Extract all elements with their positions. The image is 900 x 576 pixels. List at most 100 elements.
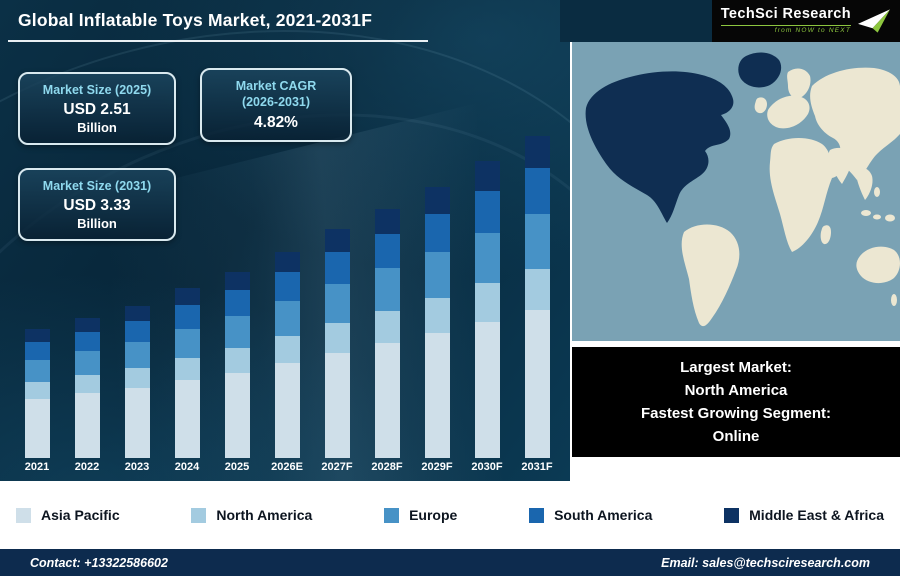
- map-europe: [767, 95, 810, 129]
- logo-tagline: from NOW to NEXT: [720, 25, 851, 34]
- segment-north-america: [174, 357, 200, 380]
- segment-south-america: [174, 304, 200, 329]
- bar-column-2025: [212, 120, 262, 458]
- callout-title: Market Size (2031): [42, 179, 152, 193]
- x-axis-label-2027f: 2027F: [321, 461, 353, 473]
- map-asia: [810, 67, 900, 180]
- legend-item-north-america: North America: [191, 507, 312, 523]
- segment-middle-east-africa: [174, 288, 200, 305]
- segment-middle-east-africa: [124, 306, 150, 322]
- stacked-bar-chart: [12, 120, 562, 458]
- bar-column-2023: [112, 120, 162, 458]
- callout-value: USD 2.51: [63, 101, 131, 119]
- legend-label-south-america: South America: [554, 507, 653, 523]
- segment-asia-pacific: [474, 321, 500, 458]
- segment-europe: [324, 284, 350, 324]
- map-indonesia-2: [873, 214, 881, 220]
- legend-label-north-america: North America: [216, 507, 313, 523]
- legend: Asia Pacific North America Europe South Ame…: [0, 481, 900, 549]
- segment-asia-pacific: [224, 372, 250, 458]
- x-axis-label-2029f: 2029F: [421, 461, 453, 473]
- stacked-bar-2030f: [474, 161, 500, 458]
- footer-email: Email: sales@techsciresearch.com: [661, 555, 870, 570]
- segment-south-america: [24, 342, 50, 361]
- map-british-isles: [754, 97, 767, 114]
- bar-column-2028f: [362, 120, 412, 458]
- segment-asia-pacific: [324, 352, 350, 458]
- largest-market-info-box: Largest Market: North America Fastest Gr…: [572, 347, 900, 457]
- stacked-bar-2026e: [274, 251, 300, 458]
- segment-south-america: [274, 272, 300, 302]
- segment-europe: [74, 351, 100, 375]
- legend-item-europe: Europe: [384, 507, 457, 523]
- legend-label-europe: Europe: [409, 507, 458, 523]
- map-scandinavia: [787, 68, 811, 99]
- segment-asia-pacific: [524, 310, 550, 458]
- callout-title: Market CAGR: [235, 79, 317, 93]
- footer-contact: Contact: +13322586602: [30, 555, 168, 570]
- stacked-bar-2021: [24, 329, 50, 458]
- x-axis-label-2025: 2025: [224, 461, 250, 473]
- segment-north-america: [474, 283, 500, 322]
- stacked-bar-2023: [124, 306, 150, 458]
- title-underline: [8, 40, 428, 42]
- map-philippines: [874, 187, 880, 197]
- bar-column-2027f: [312, 120, 362, 458]
- info-line-fastest-segment-value: Online: [712, 428, 760, 446]
- segment-middle-east-africa: [524, 136, 550, 169]
- segment-north-america: [74, 374, 100, 394]
- x-axis-label-2024: 2024: [174, 461, 200, 473]
- map-japan: [884, 111, 895, 132]
- logo-text: TechSci Research from NOW to NEXT: [720, 7, 851, 34]
- segment-north-america: [524, 268, 550, 311]
- map-southeast-asia: [856, 167, 873, 200]
- map-india: [828, 147, 853, 184]
- map-greenland: [738, 52, 782, 88]
- map-madagascar: [820, 225, 831, 245]
- legend-swatch-north-america: [191, 507, 207, 523]
- segment-south-america: [424, 214, 450, 252]
- segment-europe: [174, 328, 200, 358]
- segment-middle-east-africa: [24, 329, 50, 343]
- callout-unit: Billion: [77, 120, 117, 136]
- x-axis-label-2022: 2022: [74, 461, 100, 473]
- segment-middle-east-africa: [324, 228, 350, 252]
- segment-south-america: [474, 190, 500, 233]
- stacked-bar-2029f: [424, 187, 450, 458]
- segment-middle-east-africa: [274, 251, 300, 273]
- stacked-bar-2022: [74, 317, 100, 458]
- segment-europe: [424, 251, 450, 299]
- world-map: [572, 42, 900, 341]
- segment-south-america: [224, 290, 250, 317]
- segment-asia-pacific: [374, 343, 400, 458]
- legend-swatch-europe: [384, 507, 400, 523]
- segment-middle-east-africa: [224, 271, 250, 291]
- segment-europe: [474, 232, 500, 284]
- bar-column-2026e: [262, 120, 312, 458]
- bar-column-2024: [162, 120, 212, 458]
- stacked-bar-2025: [224, 271, 250, 458]
- bar-column-2029f: [412, 120, 462, 458]
- callout-market-cagr: Market CAGR (2026-2031) 4.82%: [200, 68, 352, 142]
- segment-asia-pacific: [174, 379, 200, 458]
- segment-south-america: [374, 233, 400, 269]
- x-axis-label-2031f: 2031F: [521, 461, 553, 473]
- segment-asia-pacific: [124, 388, 150, 458]
- bar-column-2030f: [462, 120, 512, 458]
- info-line-largest-market-label: Largest Market:: [680, 358, 792, 376]
- map-australia: [856, 246, 900, 284]
- world-map-svg: [572, 42, 900, 341]
- segment-north-america: [424, 298, 450, 334]
- info-line-fastest-segment-label: Fastest Growing Segment:: [640, 405, 832, 422]
- segment-europe: [124, 342, 150, 369]
- legend-item-asia-pacific: Asia Pacific: [16, 507, 120, 523]
- stacked-bar-2031f: [524, 136, 550, 458]
- legend-item-south-america: South America: [529, 507, 652, 523]
- segment-middle-east-africa: [424, 187, 450, 215]
- callout-title-line2: (2026-2031): [241, 95, 311, 110]
- x-axis-label-2026e: 2026E: [271, 461, 303, 473]
- segment-south-america: [74, 331, 100, 352]
- callout-value: USD 3.33: [63, 197, 131, 215]
- segment-south-america: [524, 168, 550, 214]
- callout-title: Market Size (2025): [42, 83, 152, 97]
